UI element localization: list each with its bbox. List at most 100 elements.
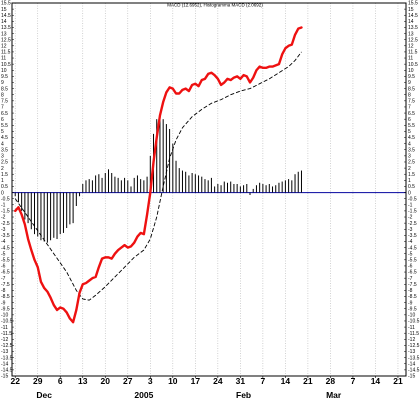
y-tick-label-left: 11: [1, 56, 6, 62]
y-tick-label-right: -1.5: [408, 209, 417, 215]
plot-frame: [11, 2, 407, 377]
y-tick-label-left: 3: [1, 154, 4, 160]
y-tick-label-right: -13: [408, 349, 415, 355]
y-tick-label-right: 5.5: [408, 123, 415, 129]
y-tick-label-left: -9: [1, 300, 6, 306]
y-tick-label-left: -10.5: [1, 319, 13, 325]
macd-line: [14, 26, 303, 324]
y-tick-label-right: 13: [408, 31, 414, 37]
x-tick-label: 14: [281, 376, 291, 386]
y-tick-label-left: -3.5: [1, 233, 10, 239]
y-tick-label-right: -8.5: [408, 294, 417, 300]
x-tick-label: 10: [168, 376, 178, 386]
macd-line-layer: [14, 26, 303, 324]
y-tick-label-right: -5.5: [408, 258, 417, 264]
y-tick-label-right: -6.5: [408, 270, 417, 276]
y-tick-label-left: -11.5: [1, 331, 12, 337]
y-tick-label-right: -1: [408, 202, 413, 208]
y-tick-label-left: 10: [1, 68, 7, 74]
y-tick-label-left: 5: [1, 129, 4, 135]
y-tick-label-right: -13.5: [408, 355, 420, 361]
x-tick-label: 21: [393, 376, 403, 386]
y-tick-label-left: 4: [1, 141, 4, 147]
y-tick-label-right: 1.5: [408, 172, 415, 178]
y-tick-label-left: -12.5: [1, 343, 13, 349]
y-tick-label-right: 2: [408, 166, 411, 172]
y-tick-label-left: -7: [1, 276, 6, 282]
y-tick-label-right: 0.5: [408, 184, 415, 190]
y-tick-label-left: 15.5: [1, 1, 11, 7]
y-tick-label-left: 9: [1, 80, 4, 86]
y-tick-label-left: -8: [1, 288, 6, 294]
histogram-layer: [14, 115, 302, 243]
y-tick-label-left: 15: [1, 7, 7, 13]
y-tick-label-right: 8: [408, 92, 411, 98]
x-tick-label: 27: [123, 376, 133, 386]
month-label: Mar: [326, 390, 342, 400]
y-tick-label-right: 7.5: [408, 99, 415, 105]
y-tick-label-right: -4.5: [408, 245, 417, 251]
y-tick-label-left: -10: [1, 313, 8, 319]
month-label: 2005: [134, 390, 153, 400]
signal-line-layer: [14, 51, 302, 301]
y-tick-label-left: -5: [1, 251, 6, 257]
y-tick-label-right: 15: [408, 7, 414, 13]
y-tick-label-right: -3: [408, 227, 413, 233]
y-tick-label-right: 11.5: [408, 50, 418, 56]
y-tick-label-left: -6.5: [1, 270, 10, 276]
x-tick-label: 6: [58, 376, 63, 386]
y-tick-label-left: 0: [1, 190, 4, 196]
y-tick-label-right: -10: [408, 313, 415, 319]
y-tick-label-left: 6.5: [1, 111, 8, 117]
grid-lines: [14, 3, 399, 376]
y-tick-label-left: 4.5: [1, 135, 8, 141]
y-tick-label-right: -3.5: [408, 233, 417, 239]
y-tick-label-left: 3.5: [1, 147, 8, 153]
y-tick-label-right: 5: [408, 129, 411, 135]
y-tick-label-left: -15: [1, 374, 8, 380]
y-tick-label-left: -8.5: [1, 294, 10, 300]
y-tick-label-right: 11: [408, 56, 413, 62]
y-tick-label-right: 2.5: [408, 160, 415, 166]
y-tick-label-left: 2: [1, 166, 4, 172]
month-label: Dec: [36, 390, 52, 400]
y-tick-label-right: 1: [408, 178, 411, 184]
y-tick-label-right: -10.5: [408, 319, 420, 325]
y-tick-label-left: 1: [1, 178, 4, 184]
y-tick-label-left: -11: [1, 325, 8, 331]
x-tick-label: 28: [326, 376, 336, 386]
chart-title: MACD (12.6952), Histogramma MACD (2.0692…: [167, 3, 263, 8]
plot-border: [11, 2, 407, 377]
y-tick-label-left: 12: [1, 44, 7, 50]
y-tick-label-left: -2: [1, 215, 6, 221]
y-tick-label-left: 6: [1, 117, 4, 123]
y-tick-label-left: -1.5: [1, 209, 10, 215]
x-tick-label: 7: [351, 376, 356, 386]
y-tick-label-right: 9.5: [408, 74, 415, 80]
y-tick-label-left: -5.5: [1, 258, 10, 264]
y-tick-label-left: -14.5: [1, 368, 13, 374]
y-tick-label-left: 10.5: [1, 62, 11, 68]
y-tick-label-right: 6.5: [408, 111, 415, 117]
y-tick-label-right: 13.5: [408, 25, 418, 31]
y-tick-label-right: 0: [408, 190, 411, 196]
x-tick-label: 14: [371, 376, 381, 386]
y-tick-label-right: -9.5: [408, 306, 417, 312]
x-tick-label: 17: [191, 376, 201, 386]
x-axis-ticks: 22 29 6 13 20 27 3 10 17 24 31 7 14 21 28 7 14 21: [10, 376, 403, 386]
month-label: Feb: [236, 390, 251, 400]
y-tick-label-left: -0.5: [1, 196, 10, 202]
x-tick-label: 7: [261, 376, 266, 386]
y-tick-label-right: 14.5: [408, 13, 418, 19]
y-tick-label-left: -9.5: [1, 306, 10, 312]
y-tick-label-right: 10: [408, 68, 414, 74]
month-labels: Dec 2005 Feb Mar: [36, 390, 342, 400]
y-tick-label-right: 9: [408, 80, 411, 86]
y-tick-label-right: 10.5: [408, 62, 418, 68]
x-tick-label: 20: [101, 376, 111, 386]
y-tick-label-right: 4: [408, 141, 411, 147]
y-tick-label-left: -13.5: [1, 355, 13, 361]
y-tick-label-right: 12: [408, 44, 414, 50]
y-tick-label-right: 8.5: [408, 86, 415, 92]
